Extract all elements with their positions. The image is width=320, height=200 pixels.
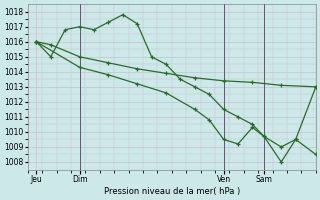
X-axis label: Pression niveau de la mer( hPa ): Pression niveau de la mer( hPa ) bbox=[104, 187, 240, 196]
